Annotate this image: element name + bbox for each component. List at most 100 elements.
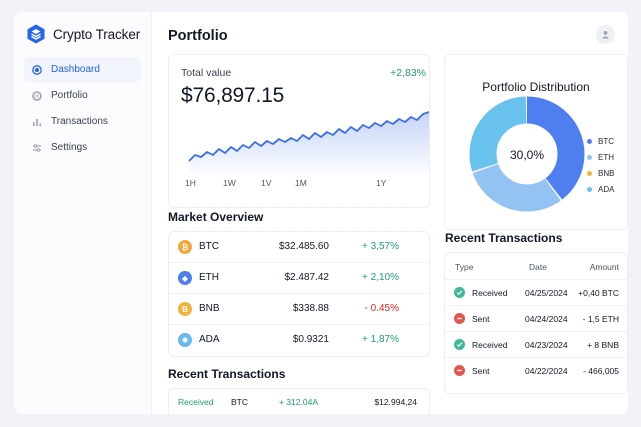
transaction-type: Sent	[472, 366, 490, 376]
distribution-donut-chart	[469, 96, 585, 212]
legend-item-ada: ADA	[587, 181, 614, 197]
total-value-change: +2,83%	[390, 67, 426, 79]
distribution-title: Portfolio Distribution	[482, 80, 590, 94]
market-row-bnb[interactable]: B BNB $338.88 - 0.45%	[169, 294, 429, 325]
ethereum-icon: ◆	[178, 271, 192, 285]
transaction-amount: + 312.04A	[279, 397, 318, 407]
legend-dot	[587, 154, 592, 160]
sidebar: Crypto Tracker Dashboard Portfolio Trans…	[14, 12, 152, 414]
market-overview-table: ₿ BTC $32.485.60 + 3,57% ◆ ETH $2.487.42…	[168, 231, 430, 357]
transactions-icon	[32, 117, 42, 127]
column-header-type: Type	[455, 262, 474, 272]
market-row-ada[interactable]: ✺ ADA $0.9321 + 1,87%	[169, 325, 429, 356]
market-price: $32.485.60	[278, 241, 329, 252]
market-change: + 1,87%	[362, 334, 399, 345]
donut-slice-eth[interactable]	[469, 96, 585, 212]
transaction-date: 04/25/2024	[525, 288, 568, 298]
legend-dot	[587, 138, 592, 144]
legend-label: ADA	[598, 184, 615, 194]
market-symbol: BNB	[199, 303, 220, 314]
transaction-row[interactable]: Sent 04/22/2024 - 466,005	[445, 358, 627, 384]
range-1y-button[interactable]: 1Y	[376, 178, 387, 188]
transaction-type: Sent	[472, 314, 490, 324]
legend-label: ETH	[598, 152, 614, 162]
sidebar-nav: Dashboard Portfolio Transactions Setting…	[24, 57, 141, 161]
range-1h-button[interactable]: 1H	[185, 178, 196, 188]
legend-item-eth: ETH	[587, 149, 614, 165]
legend-label: BTC	[598, 136, 614, 146]
transaction-type: Received	[472, 288, 508, 298]
settings-icon	[32, 143, 42, 153]
user-menu-button[interactable]	[596, 25, 615, 44]
column-header-date: Date	[529, 262, 547, 272]
total-value-amount: $76,897.15	[181, 84, 285, 107]
sidebar-item-transactions[interactable]: Transactions	[24, 109, 141, 134]
legend-item-btc: BTC	[587, 133, 614, 149]
sidebar-item-label: Settings	[51, 142, 88, 153]
recent-transactions-table: Type Date Amount Received 04/25/2024 +0,…	[444, 252, 628, 394]
sidebar-item-settings[interactable]: Settings	[24, 135, 141, 160]
table-divider	[445, 279, 627, 280]
range-1w-button[interactable]: 1W	[223, 178, 236, 188]
transaction-value: $12.994,24	[374, 397, 417, 407]
minus-icon	[454, 365, 465, 376]
portfolio-icon	[32, 90, 42, 101]
dashboard-icon	[32, 64, 42, 75]
market-change: + 3,57%	[362, 241, 399, 252]
market-overview-title: Market Overview	[168, 210, 264, 224]
portfolio-value-chart	[188, 111, 429, 173]
range-1v-button[interactable]: 1V	[261, 178, 272, 188]
donut-center-value: 30,0%	[509, 148, 545, 162]
sidebar-item-portfolio[interactable]: Portfolio	[24, 83, 141, 108]
chart-line	[188, 111, 429, 162]
total-value-card: Total value +2,83% $76,897.15 1H 1W 1V 1…	[168, 54, 430, 208]
transaction-row[interactable]: Sent 04/24/2024 - 1,5 ETH	[445, 306, 627, 332]
market-price: $0.9321	[292, 334, 329, 345]
recent-transactions-list: Received BTC + 312.04A $12.994,24	[168, 388, 430, 414]
legend-dot	[587, 170, 592, 176]
market-change: - 0.45%	[364, 303, 399, 314]
sidebar-item-label: Portfolio	[51, 90, 88, 101]
check-icon	[454, 287, 465, 298]
market-symbol: BTC	[199, 241, 219, 252]
column-header-amount: Amount	[589, 262, 619, 272]
legend-item-bnb: BNB	[587, 165, 614, 181]
transaction-date: 04/22/2024	[525, 366, 568, 376]
app-name: Crypto Tracker	[53, 26, 141, 42]
recent-transactions-title-left: Recent Transactions	[168, 367, 286, 381]
donut-slice-ada[interactable]	[469, 96, 585, 212]
transaction-date: 04/23/2024	[525, 340, 568, 350]
brand[interactable]: Crypto Tracker	[26, 24, 140, 44]
market-price: $2.487.42	[284, 272, 330, 283]
range-1m-button[interactable]: 1M	[295, 178, 307, 188]
check-icon	[454, 339, 465, 350]
user-icon	[601, 30, 610, 39]
logo-icon	[27, 24, 45, 44]
transaction-amount: +0,40 BTC	[578, 288, 619, 298]
app-window: Crypto Tracker Dashboard Portfolio Trans…	[14, 12, 628, 414]
transaction-type: Received	[472, 340, 508, 350]
market-row-eth[interactable]: ◆ ETH $2.487.42 + 2,10%	[169, 263, 429, 294]
chart-area	[189, 112, 429, 173]
recent-transactions-title: Recent Transactions	[445, 231, 563, 245]
market-row-btc[interactable]: ₿ BTC $32.485.60 + 3,57%	[169, 232, 429, 263]
transaction-row[interactable]: Received 04/23/2024 + 8 BNB	[445, 332, 627, 358]
market-change: + 2,10%	[362, 272, 399, 283]
transaction-amount: + 8 BNB	[587, 340, 619, 350]
bnb-icon: B	[178, 302, 192, 316]
portfolio-distribution-card: Portfolio Distribution 30,0% BTC ETH BNB…	[444, 54, 628, 230]
market-price: $338.88	[292, 303, 329, 314]
sidebar-item-dashboard[interactable]: Dashboard	[24, 57, 141, 82]
transaction-symbol: BTC	[231, 397, 248, 407]
bitcoin-icon: ₿	[178, 240, 192, 254]
transaction-row[interactable]: Received 04/25/2024 +0,40 BTC	[445, 280, 627, 306]
minus-icon	[454, 313, 465, 324]
transaction-date: 04/24/2024	[525, 314, 568, 324]
transaction-type: Received	[178, 397, 214, 407]
donut-slice-btc[interactable]	[469, 96, 585, 212]
sidebar-item-label: Dashboard	[51, 64, 100, 75]
sidebar-item-label: Transactions	[51, 116, 108, 127]
page-title: Portfolio	[168, 28, 228, 44]
transaction-amount: - 466,005	[583, 366, 619, 376]
distribution-legend: BTC ETH BNB ADA	[587, 133, 614, 197]
